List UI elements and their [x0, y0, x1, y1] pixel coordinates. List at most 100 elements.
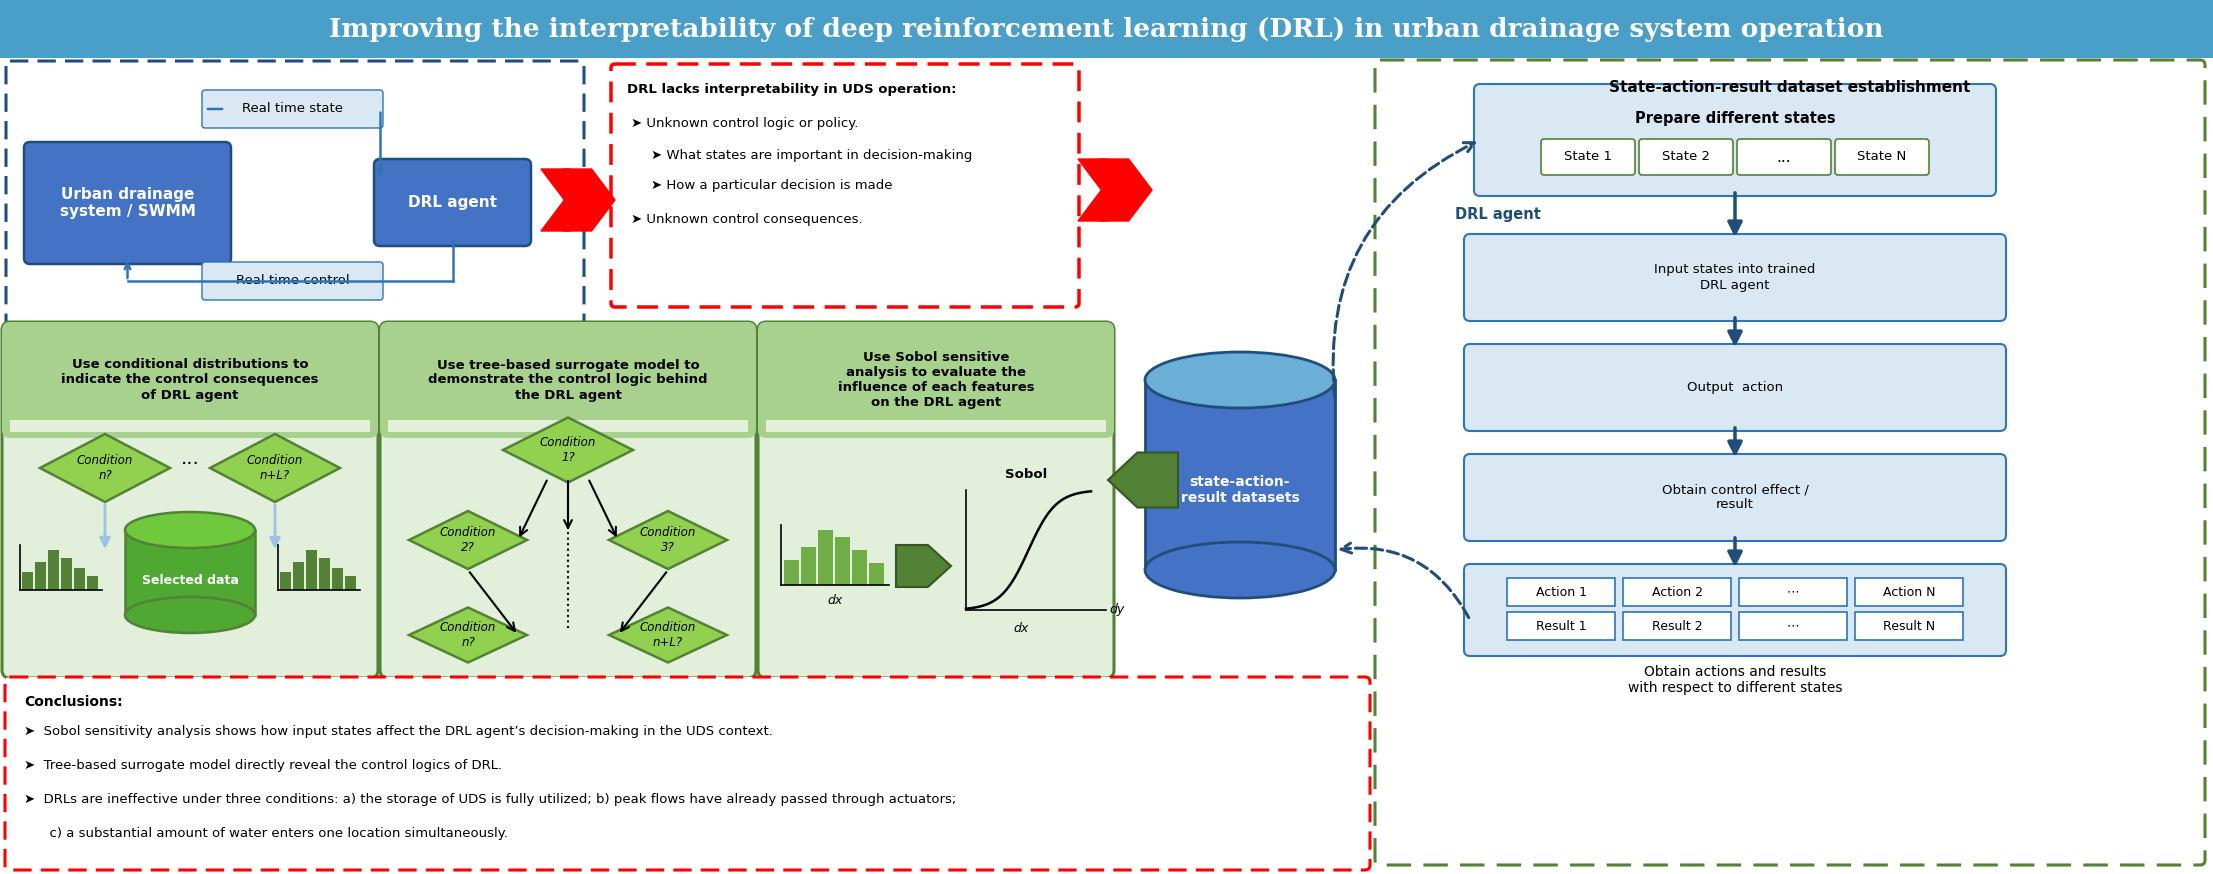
FancyBboxPatch shape — [1737, 139, 1830, 175]
Ellipse shape — [1144, 352, 1334, 408]
Bar — [332, 568, 343, 590]
Text: DRL lacks interpretability in UDS operation:: DRL lacks interpretability in UDS operat… — [626, 84, 956, 96]
FancyBboxPatch shape — [1474, 84, 1996, 196]
Text: ⋯: ⋯ — [1786, 586, 1799, 599]
Ellipse shape — [1144, 542, 1334, 598]
Text: Conclusions:: Conclusions: — [24, 695, 122, 709]
Text: ➤ Unknown control consequences.: ➤ Unknown control consequences. — [631, 213, 863, 226]
Text: Condition
3?: Condition 3? — [640, 526, 697, 554]
Text: State 1: State 1 — [1565, 150, 1611, 163]
Text: Obtain control effect /
result: Obtain control effect / result — [1662, 483, 1808, 511]
Text: ⋯: ⋯ — [1786, 620, 1799, 633]
Bar — [281, 572, 290, 590]
Text: Condition
2?: Condition 2? — [440, 526, 496, 554]
Text: dy: dy — [1109, 604, 1124, 616]
FancyBboxPatch shape — [759, 322, 1113, 678]
Text: Output  action: Output action — [1686, 381, 1784, 394]
Text: Condition
1?: Condition 1? — [540, 436, 595, 464]
FancyBboxPatch shape — [0, 0, 2213, 58]
Polygon shape — [40, 434, 170, 502]
FancyBboxPatch shape — [24, 142, 230, 264]
Polygon shape — [540, 169, 593, 231]
Text: State N: State N — [1857, 150, 1908, 163]
Bar — [783, 560, 799, 585]
Text: Obtain actions and results
with respect to different states: Obtain actions and results with respect … — [1629, 665, 1841, 695]
Bar — [819, 530, 832, 585]
Text: DRL agent: DRL agent — [1454, 207, 1540, 223]
FancyBboxPatch shape — [759, 322, 1113, 438]
Text: dx: dx — [1014, 621, 1029, 635]
FancyBboxPatch shape — [201, 90, 383, 128]
Polygon shape — [1109, 453, 1177, 508]
Bar — [1144, 380, 1334, 570]
FancyBboxPatch shape — [2, 322, 378, 678]
Bar — [801, 547, 817, 585]
Text: Real time control: Real time control — [237, 274, 350, 288]
Text: Result 2: Result 2 — [1651, 620, 1702, 633]
FancyBboxPatch shape — [1465, 454, 2005, 541]
Bar — [11, 420, 370, 432]
Text: Selected data: Selected data — [142, 574, 239, 587]
FancyBboxPatch shape — [374, 159, 531, 246]
Bar — [834, 537, 850, 585]
Bar — [305, 550, 316, 590]
FancyBboxPatch shape — [2, 322, 378, 438]
FancyBboxPatch shape — [1640, 139, 1733, 175]
FancyBboxPatch shape — [1374, 60, 2204, 865]
Text: State 2: State 2 — [1662, 150, 1711, 163]
Text: Condition
n+L?: Condition n+L? — [248, 454, 303, 482]
Bar — [22, 572, 33, 590]
Text: Input states into trained
DRL agent: Input states into trained DRL agent — [1655, 263, 1815, 292]
Bar — [870, 563, 883, 585]
Text: Prepare different states: Prepare different states — [1635, 110, 1835, 126]
Bar — [35, 562, 46, 590]
FancyBboxPatch shape — [4, 677, 1370, 870]
Text: DRL agent: DRL agent — [407, 195, 498, 210]
Text: ➤ Unknown control logic or policy.: ➤ Unknown control logic or policy. — [631, 117, 859, 130]
Polygon shape — [409, 511, 527, 569]
Bar — [86, 576, 97, 590]
FancyBboxPatch shape — [1739, 578, 1848, 606]
Bar — [345, 576, 356, 590]
Bar — [62, 558, 73, 590]
Text: ...: ... — [1777, 149, 1790, 164]
FancyBboxPatch shape — [1507, 578, 1615, 606]
Polygon shape — [210, 434, 341, 502]
Bar — [49, 550, 60, 590]
Bar — [73, 568, 84, 590]
Polygon shape — [562, 169, 615, 231]
FancyBboxPatch shape — [1854, 612, 1963, 640]
FancyBboxPatch shape — [611, 64, 1080, 307]
Text: ➤ What states are important in decision-making: ➤ What states are important in decision-… — [651, 149, 972, 163]
FancyBboxPatch shape — [381, 322, 757, 678]
Bar — [852, 550, 867, 585]
Text: Action 2: Action 2 — [1651, 586, 1702, 599]
Text: ...: ... — [181, 448, 199, 468]
FancyBboxPatch shape — [1622, 612, 1731, 640]
Text: Condition
n?: Condition n? — [77, 454, 133, 482]
FancyBboxPatch shape — [201, 262, 383, 300]
FancyBboxPatch shape — [1465, 564, 2005, 656]
Text: Condition
n+L?: Condition n+L? — [640, 621, 697, 649]
FancyBboxPatch shape — [7, 61, 584, 324]
Text: Real time state: Real time state — [241, 102, 343, 115]
Text: state-action-
result datasets: state-action- result datasets — [1180, 475, 1299, 505]
Bar — [387, 420, 748, 432]
Text: Result 1: Result 1 — [1536, 620, 1587, 633]
Bar — [124, 530, 254, 615]
FancyBboxPatch shape — [1465, 344, 2005, 431]
Polygon shape — [1100, 159, 1153, 221]
Polygon shape — [1078, 159, 1131, 221]
Text: Action N: Action N — [1883, 586, 1934, 599]
FancyBboxPatch shape — [1622, 578, 1731, 606]
Bar — [766, 420, 1106, 432]
Polygon shape — [896, 545, 952, 587]
Text: dx: dx — [828, 594, 843, 607]
Polygon shape — [409, 607, 527, 662]
Text: ➤  Tree-based surrogate model directly reveal the control logics of DRL.: ➤ Tree-based surrogate model directly re… — [24, 760, 502, 773]
Text: Use tree-based surrogate model to
demonstrate the control logic behind
the DRL a: Use tree-based surrogate model to demons… — [429, 358, 708, 401]
FancyBboxPatch shape — [1739, 612, 1848, 640]
Text: Action 1: Action 1 — [1536, 586, 1587, 599]
Text: ➤  Sobol sensitivity analysis shows how input states affect the DRL agent’s deci: ➤ Sobol sensitivity analysis shows how i… — [24, 725, 772, 739]
Text: Result N: Result N — [1883, 620, 1934, 633]
